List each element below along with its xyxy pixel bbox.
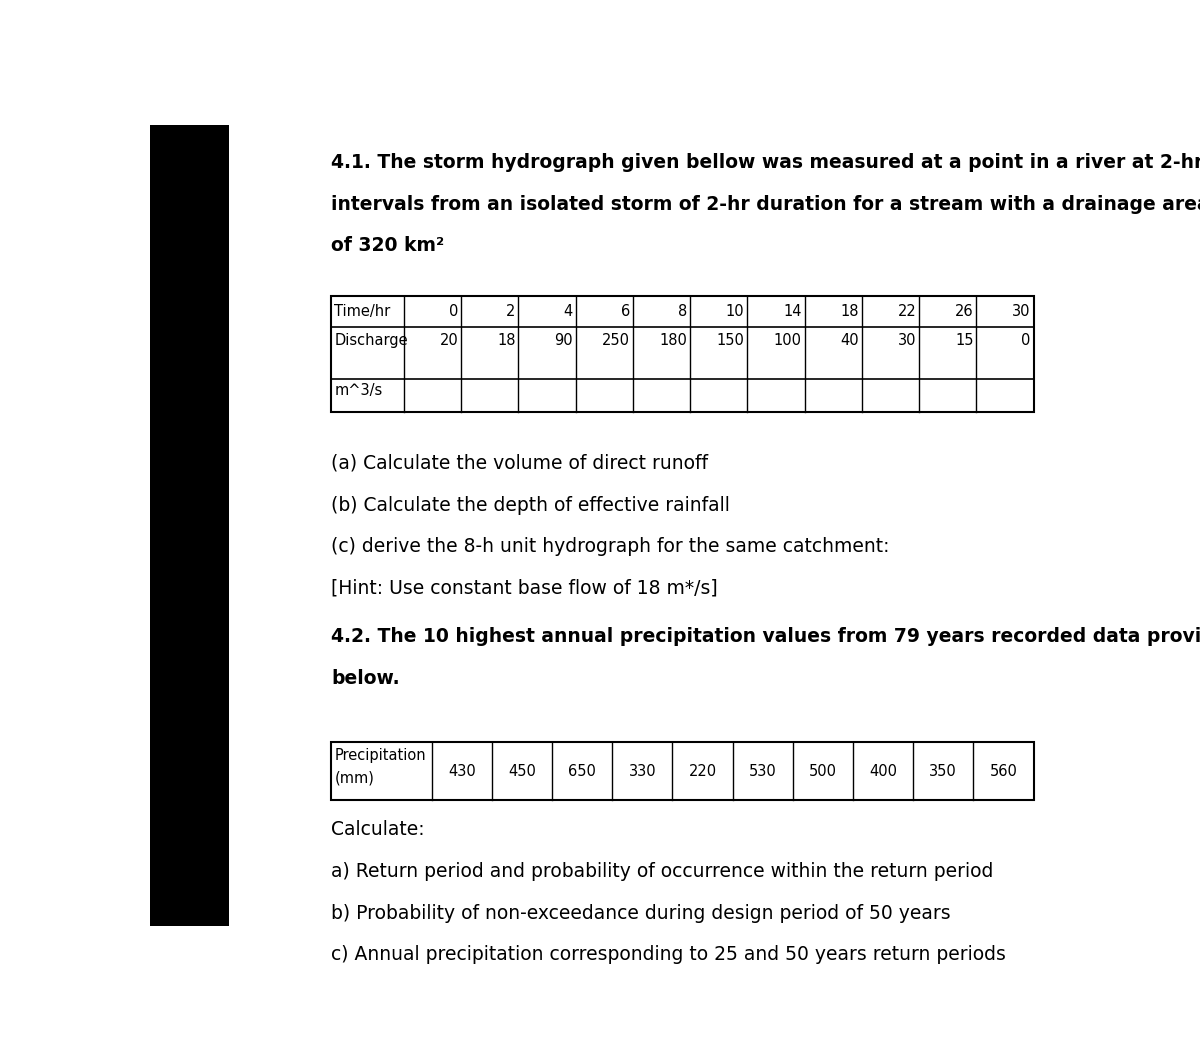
- Text: 560: 560: [990, 764, 1018, 779]
- Bar: [331, 742, 1033, 801]
- Text: intervals from an isolated storm of 2-hr duration for a stream with a drainage a: intervals from an isolated storm of 2-hr…: [331, 195, 1200, 213]
- Text: 40: 40: [840, 332, 859, 348]
- Text: of 320 km²: of 320 km²: [331, 236, 444, 255]
- Text: 450: 450: [508, 764, 536, 779]
- Text: (c) derive the 8-h unit hydrograph for the same catchment:: (c) derive the 8-h unit hydrograph for t…: [331, 537, 890, 556]
- Text: 250: 250: [602, 332, 630, 348]
- Text: 530: 530: [749, 764, 776, 779]
- Text: 10: 10: [726, 304, 744, 320]
- Text: (a) Calculate the volume of direct runoff: (a) Calculate the volume of direct runof…: [331, 454, 708, 473]
- Text: 18: 18: [840, 304, 859, 320]
- Text: 650: 650: [569, 764, 596, 779]
- Text: (b) Calculate the depth of effective rainfall: (b) Calculate the depth of effective rai…: [331, 496, 731, 514]
- Text: 18: 18: [497, 332, 516, 348]
- Text: below.: below.: [331, 668, 400, 688]
- Bar: [331, 297, 1033, 412]
- Text: 0: 0: [449, 304, 458, 320]
- Text: Calculate:: Calculate:: [331, 820, 425, 839]
- Bar: [150, 125, 229, 926]
- Text: 330: 330: [629, 764, 656, 779]
- Text: 400: 400: [869, 764, 898, 779]
- Text: 4.2. The 10 highest annual precipitation values from 79 years recorded data prov: 4.2. The 10 highest annual precipitation…: [331, 627, 1200, 646]
- Text: 4.1. The storm hydrograph given bellow was measured at a point in a river at 2-h: 4.1. The storm hydrograph given bellow w…: [331, 153, 1200, 172]
- Text: 90: 90: [554, 332, 572, 348]
- Text: m^3/s: m^3/s: [334, 383, 383, 398]
- Text: c) Annual precipitation corresponding to 25 and 50 years return periods: c) Annual precipitation corresponding to…: [331, 945, 1007, 964]
- Text: 4: 4: [564, 304, 572, 320]
- Text: 22: 22: [898, 304, 917, 320]
- Text: 15: 15: [955, 332, 973, 348]
- Text: 220: 220: [689, 764, 716, 779]
- Text: b) Probability of non-exceedance during design period of 50 years: b) Probability of non-exceedance during …: [331, 904, 950, 922]
- Text: 2: 2: [506, 304, 516, 320]
- Text: 0: 0: [1021, 332, 1031, 348]
- Text: 14: 14: [784, 304, 802, 320]
- Text: [Hint: Use constant base flow of 18 m*/s]: [Hint: Use constant base flow of 18 m*/s…: [331, 579, 718, 598]
- Text: Precipitation
(mm): Precipitation (mm): [335, 748, 427, 785]
- Text: 8: 8: [678, 304, 688, 320]
- Text: Discharge: Discharge: [334, 332, 408, 348]
- Text: 500: 500: [809, 764, 836, 779]
- Text: 30: 30: [898, 332, 917, 348]
- Text: Time/hr: Time/hr: [334, 304, 390, 320]
- Text: 26: 26: [955, 304, 973, 320]
- Text: 100: 100: [774, 332, 802, 348]
- Text: 350: 350: [929, 764, 958, 779]
- Text: 430: 430: [448, 764, 475, 779]
- Text: 180: 180: [660, 332, 688, 348]
- Text: 6: 6: [620, 304, 630, 320]
- Text: 20: 20: [439, 332, 458, 348]
- Text: 150: 150: [716, 332, 744, 348]
- Text: 30: 30: [1013, 304, 1031, 320]
- Text: a) Return period and probability of occurrence within the return period: a) Return period and probability of occu…: [331, 862, 994, 881]
